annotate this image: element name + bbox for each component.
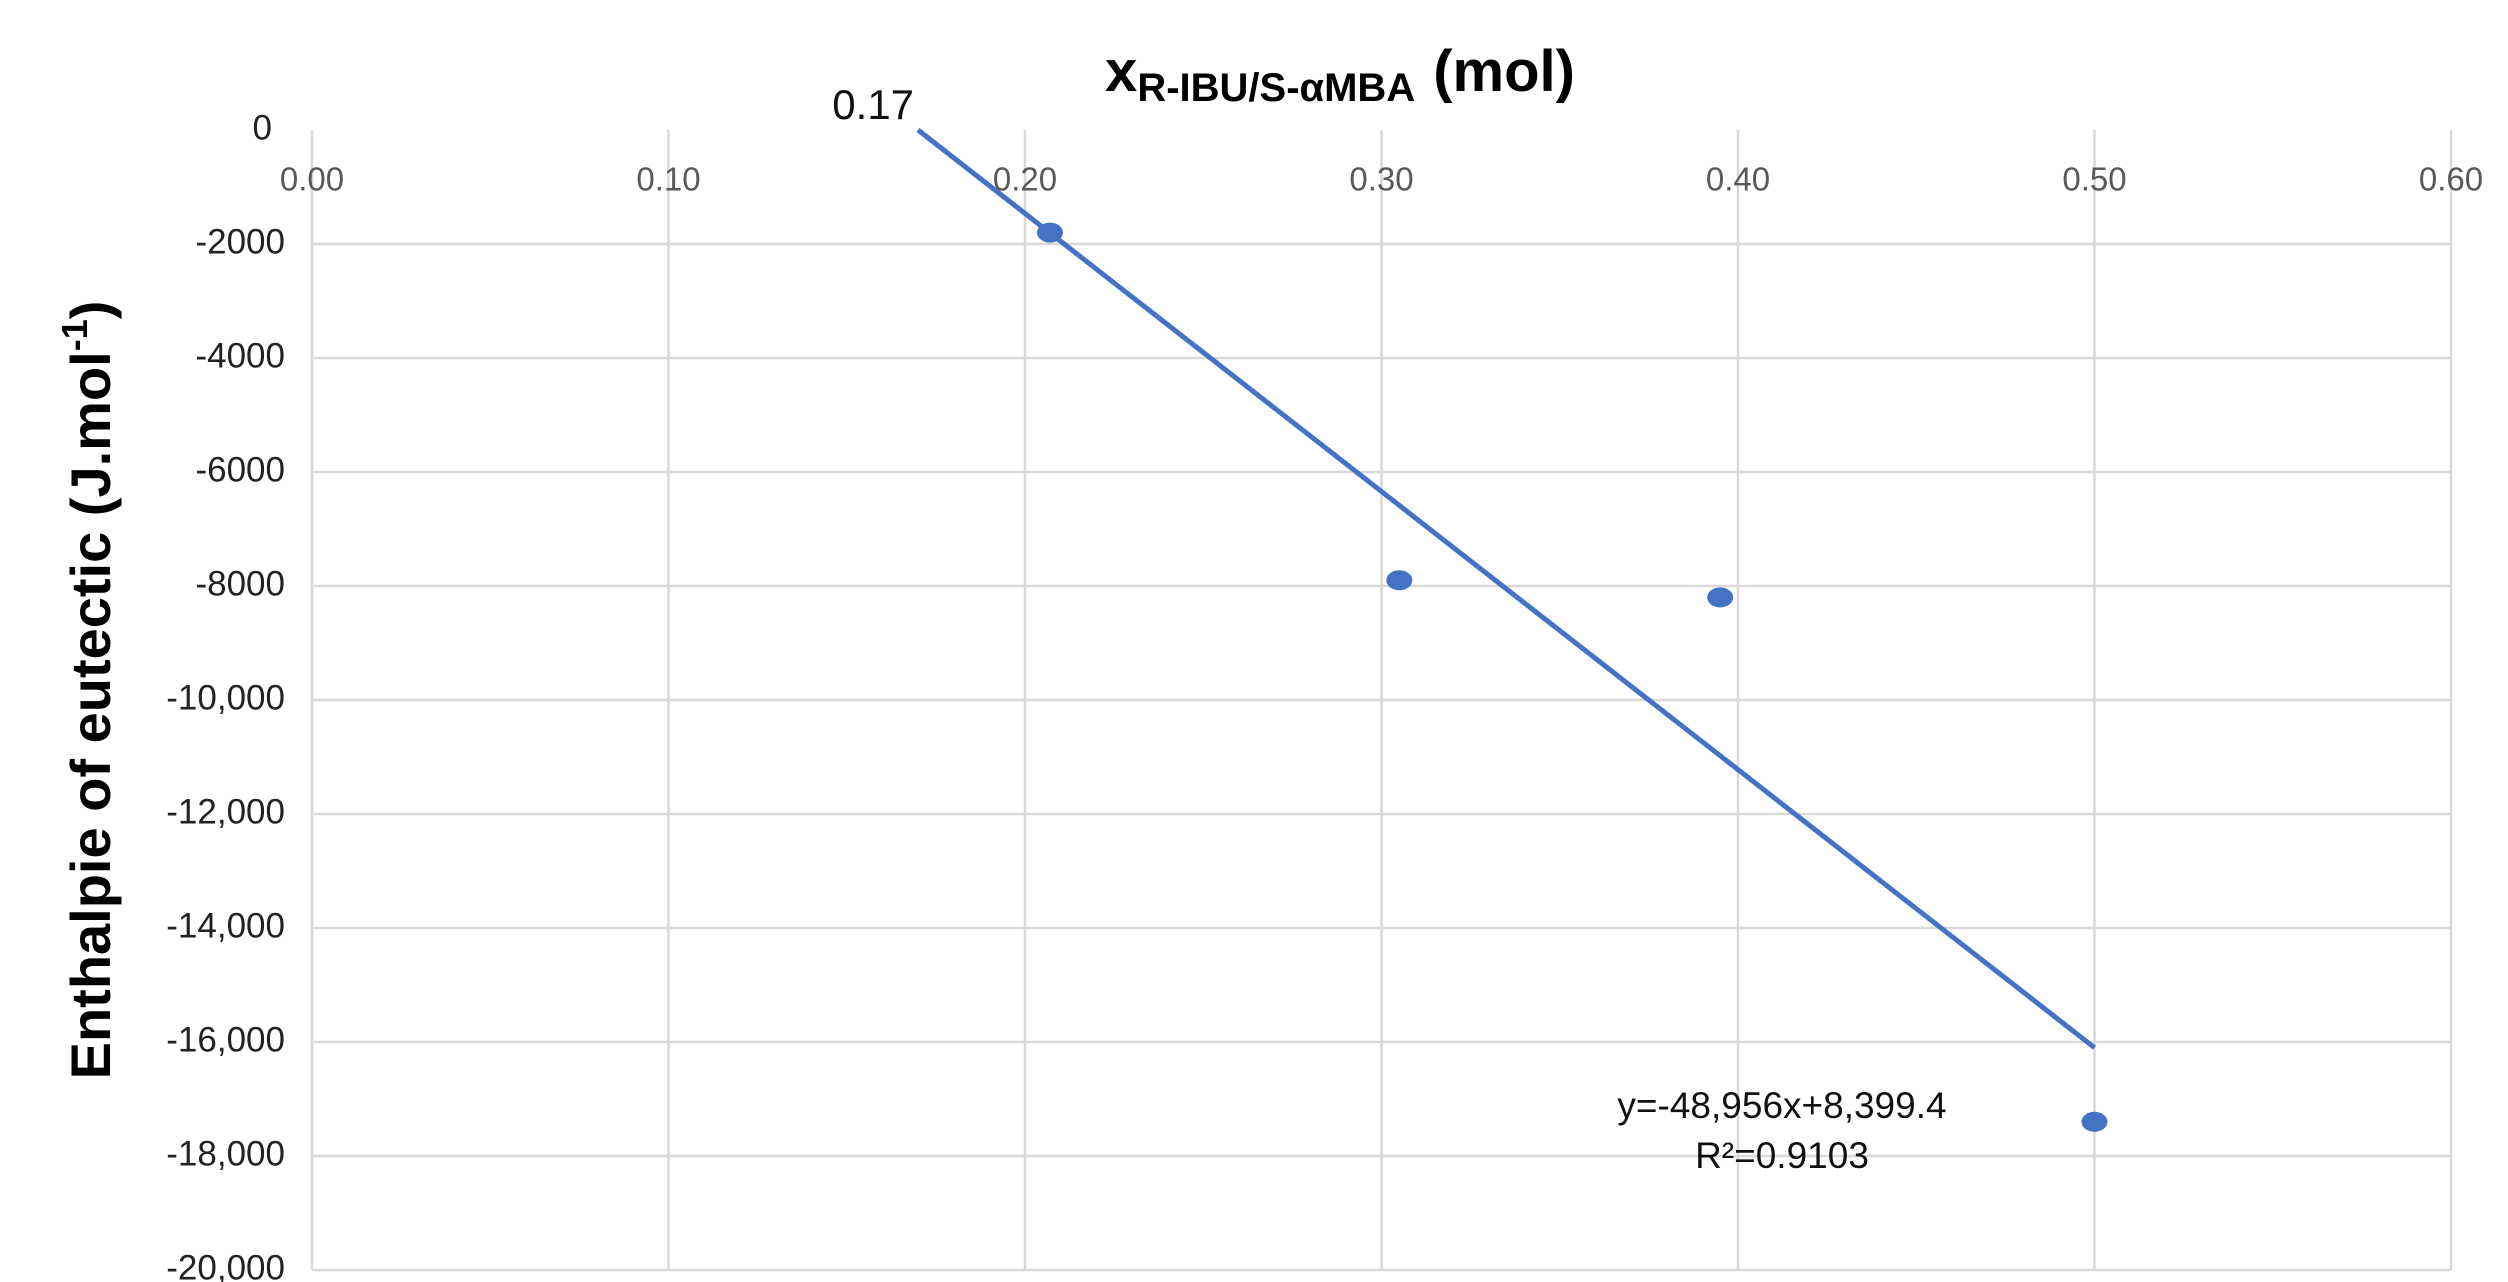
equation-annotation: y=-48,956x+8,399.4 (1617, 1085, 1946, 1126)
y-title: Enthalpie of eutectic (J.mol-1) (54, 301, 122, 1080)
y-title-sup: -1 (54, 319, 95, 351)
y-tick-label: -4000 (195, 336, 285, 375)
data-point (1707, 587, 1734, 608)
x-title-main: x (1105, 39, 1137, 104)
x-tick-label: 0.20 (993, 161, 1057, 198)
y-tick-label: -6000 (195, 450, 285, 489)
y-tick-label: -16,000 (166, 1020, 285, 1059)
y-tick-label: -12,000 (166, 792, 285, 831)
x-tick-label: 0.30 (1349, 161, 1413, 198)
x-tick-label: 0.60 (2419, 161, 2483, 198)
x-tick-label: 0.50 (2062, 161, 2126, 198)
x-tick-label: 0.10 (636, 161, 700, 198)
x-tick-label: 0.40 (1706, 161, 1770, 198)
x-title-sub: R-IBU/S-αMBA (1137, 66, 1415, 110)
x-title: xR-IBU/S-αMBA (mol) (1105, 39, 1575, 109)
intercept-annotation: 0.17 (832, 81, 914, 128)
data-point (2081, 1111, 2108, 1132)
y-tick-label: -18,000 (166, 1134, 285, 1173)
x-tick-label: 0.00 (280, 161, 344, 198)
trendline (916, 128, 2097, 1050)
y-tick-label: -8000 (195, 564, 285, 603)
y-title-main: Enthalpie of eutectic (J.mol (59, 351, 122, 1079)
y-tick-label: -14,000 (166, 906, 285, 945)
y-title-end: ) (59, 301, 122, 320)
data-point (1386, 570, 1413, 591)
y-tick-label: -2000 (195, 222, 285, 261)
data-point (1036, 222, 1063, 243)
x-title-unit: (mol) (1433, 39, 1575, 104)
y-tick-label: -20,000 (166, 1248, 285, 1282)
r2-annotation: R²=0.9103 (1695, 1135, 1869, 1176)
y-tick-label: 0 (253, 108, 272, 147)
y-tick-label: -10,000 (166, 678, 285, 717)
